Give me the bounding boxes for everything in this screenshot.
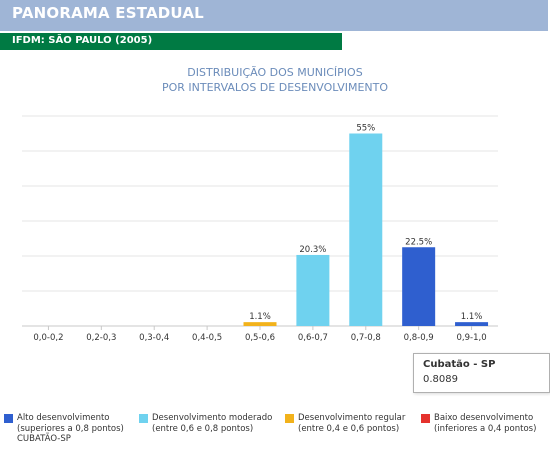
bar (455, 322, 489, 326)
legend-sublabel: (superiores a 0,8 pontos) (17, 423, 124, 434)
legend-swatch (421, 414, 430, 423)
x-tick-label: 0,5-0,6 (245, 333, 275, 343)
x-tick-label: 0,8-0,9 (404, 333, 434, 343)
chart-tooltip: Cubatão - SP 0.8089 (413, 353, 550, 393)
bar-value-label: 55% (356, 124, 375, 134)
legend-swatch (4, 414, 13, 423)
legend-label: Desenvolvimento moderado (152, 413, 273, 423)
bar-value-label: 20.3% (299, 245, 326, 255)
x-tick-label: 0,7-0,8 (351, 333, 381, 343)
legend-sublabel: (entre 0,4 e 0,6 pontos) (298, 423, 400, 434)
chart-title-line2: POR INTERVALOS DE DESENVOLVIMENTO (161, 81, 389, 94)
legend-label: Baixo desenvolvimento (434, 413, 534, 423)
page-title: PANORAMA ESTADUAL (12, 4, 204, 22)
legend-label: Alto desenvolvimento (17, 413, 110, 423)
section-header: IFDM: SÃO PAULO (2005) (0, 33, 342, 50)
bar (296, 254, 330, 326)
legend-swatch (139, 414, 148, 423)
legend-sublabel: (inferiores a 0,4 pontos) (434, 423, 537, 434)
tooltip-title: Cubatão - SP (423, 359, 496, 370)
bar-value-label: 1.1% (461, 312, 483, 322)
x-tick-label: 0,4-0,5 (192, 333, 222, 343)
legend-label: Desenvolvimento regular (298, 413, 406, 423)
bar-value-label: 22.5% (405, 237, 432, 247)
legend-swatch (285, 414, 294, 423)
x-tick-label: 0,6-0,7 (298, 333, 328, 343)
x-tick-label: 0,2-0,3 (86, 333, 116, 343)
x-tick-label: 0,3-0,4 (139, 333, 169, 343)
page-header: PANORAMA ESTADUAL (0, 0, 548, 31)
section-title: IFDM: SÃO PAULO (2005) (12, 35, 153, 46)
bar (243, 322, 277, 326)
bar (402, 247, 436, 326)
legend-municipality: CUBATÃO-SP (17, 434, 71, 444)
x-tick-label: 0,0-0,2 (33, 333, 63, 343)
bar (349, 133, 383, 326)
chart-title-line1: DISTRIBUIÇÃO DOS MUNICÍPIOS (187, 66, 363, 79)
bar-value-label: 1.1% (249, 312, 271, 322)
tooltip-value: 0.8089 (423, 374, 458, 385)
legend-sublabel: (entre 0,6 e 0,8 pontos) (152, 423, 254, 434)
x-tick-label: 0,9-1,0 (457, 333, 487, 343)
